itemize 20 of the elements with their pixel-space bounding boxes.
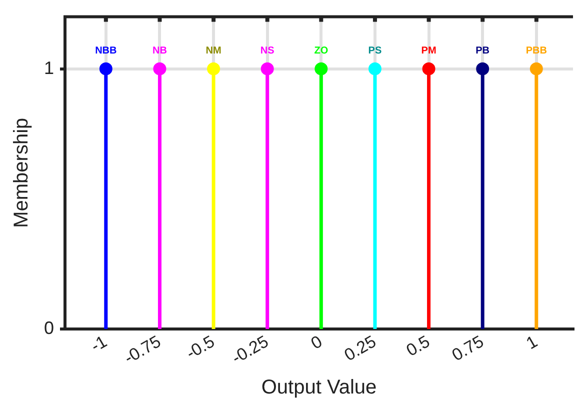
series-label: NS (260, 46, 275, 57)
x-tick-label: -1 (88, 332, 110, 356)
x-tick-label: -0.75 (121, 332, 164, 368)
x-tick-label: 1 (523, 332, 541, 354)
series-label: NB (152, 46, 167, 57)
series-label: PBB (526, 46, 547, 57)
x-axis-title: Output Value (261, 376, 377, 399)
x-tick-label: -0.5 (183, 332, 218, 363)
series-label: NBB (95, 46, 117, 57)
y-axis-title: Membership (10, 118, 33, 228)
series-label: PM (421, 46, 436, 57)
x-tick-label: 0.75 (448, 332, 487, 365)
x-tick-label: 0.25 (341, 332, 380, 365)
series-label: PB (476, 46, 490, 57)
x-tick-label: 0 (308, 332, 326, 354)
series-label: PS (368, 46, 382, 57)
series-label: NM (206, 46, 222, 57)
x-tick-label: -0.25 (228, 332, 272, 368)
series-label: ZO (314, 46, 328, 57)
x-tick-label: 0.5 (403, 332, 434, 360)
